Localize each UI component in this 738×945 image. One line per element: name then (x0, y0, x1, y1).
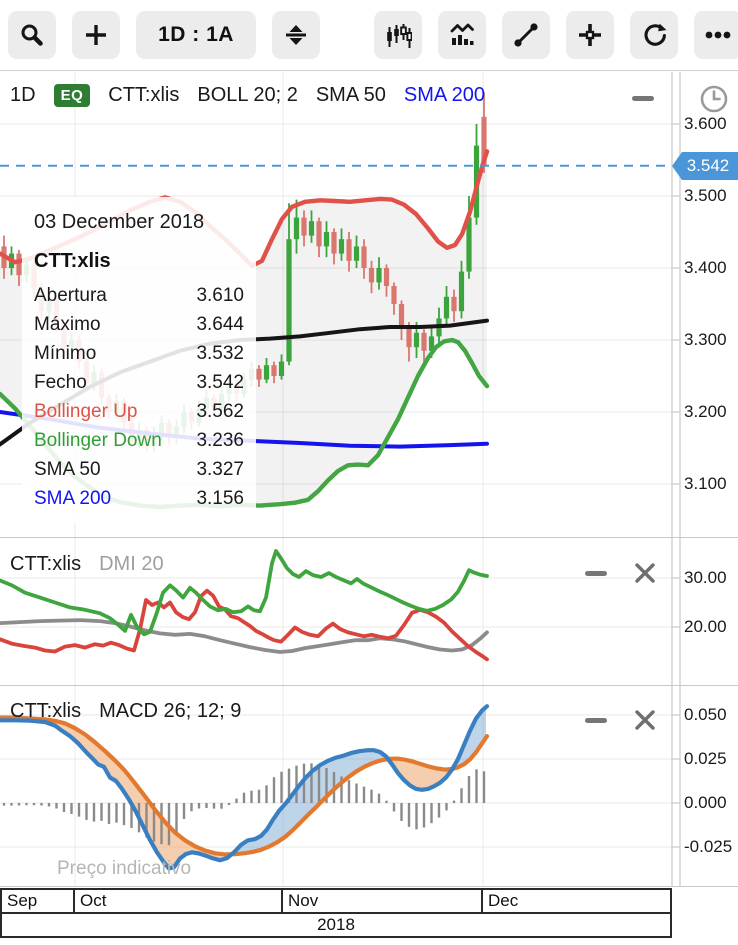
dmi-pane[interactable] (0, 537, 672, 685)
tooltip-row-label: Mínimo (34, 343, 97, 364)
x-axis-box: Sep Oct Nov Dec 2018 (0, 888, 672, 938)
ellipsis-icon (704, 21, 732, 49)
trendline-icon (513, 22, 539, 48)
search-icon (19, 22, 45, 48)
tooltip-row: SMA 50 3.327 (34, 455, 244, 484)
x-axis-months-row: Sep Oct Nov Dec (2, 890, 670, 914)
macd-axis-label: 0.025 (684, 749, 727, 768)
price-axis-label: 3.400 (684, 258, 727, 277)
month-label: Nov (283, 890, 483, 912)
tooltip-row: Bollinger Up 3.562 (34, 397, 244, 426)
tooltip-row-label: Bollinger Up (34, 401, 138, 422)
tooltip-row-label: Bollinger Down (34, 430, 162, 451)
timeframe-button[interactable]: 1D : 1A (136, 11, 256, 59)
dmi-axis-label: 20.00 (684, 617, 727, 636)
search-button[interactable] (8, 11, 56, 59)
add-symbol-button[interactable] (72, 11, 120, 59)
macd-axis-label: -0.025 (684, 837, 733, 856)
candlestick-icon (385, 22, 412, 49)
price-axis-label: 3.300 (684, 330, 727, 349)
refresh-icon (641, 22, 668, 49)
price-axis-label: 3.200 (684, 402, 727, 421)
pane-separator (0, 537, 738, 538)
more-options-button[interactable] (694, 11, 738, 59)
plus-icon (83, 22, 109, 48)
tooltip-row: Bollinger Down 3.236 (34, 426, 244, 455)
tooltip-rows: Abertura 3.610 Máximo 3.644 Mínimo 3.532 Fecho… (34, 281, 244, 513)
timeframe-label: 1D : 1A (158, 23, 234, 46)
price-axis-label: 3.500 (684, 186, 727, 205)
indicator-chart-icon (449, 22, 475, 48)
refresh-button[interactable] (630, 11, 678, 59)
tooltip-date: 03 December 2018 (34, 211, 205, 233)
macd-axis-label: 0.050 (684, 705, 727, 724)
chart-style-button[interactable] (374, 11, 422, 59)
macd-pane[interactable] (0, 686, 672, 886)
pane-separator (0, 886, 738, 887)
toolbar: 1D : 1A (0, 0, 738, 71)
tooltip-row-value: 3.532 (196, 343, 244, 364)
tooltip-row-label: SMA 200 (34, 488, 112, 509)
dmi-axis-label: 30.00 (684, 568, 727, 587)
tooltip-row: Mínimo 3.532 (34, 339, 244, 368)
tooltip-row-label: SMA 50 (34, 459, 101, 480)
tooltip-row-value: 3.327 (196, 459, 244, 480)
price-axis-label: 3.100 (684, 474, 727, 493)
collapse-dmi-pane-button[interactable] (585, 571, 607, 576)
month-label: Oct (75, 890, 283, 912)
price-axis-label: 3.600 (684, 114, 727, 133)
clock-icon (700, 85, 728, 113)
tooltip-row: Máximo 3.644 (34, 310, 244, 339)
tooltip-row-value: 3.644 (196, 314, 244, 335)
crosshair-icon (577, 22, 603, 48)
trendline-tool-button[interactable] (502, 11, 550, 59)
close-dmi-pane-button[interactable] (634, 562, 656, 584)
close-macd-pane-button[interactable] (634, 709, 656, 731)
tooltip-row: SMA 200 3.156 (34, 484, 244, 513)
tooltip-row-label: Abertura (34, 285, 107, 306)
tooltip-row: Abertura 3.610 (34, 281, 244, 310)
ohlc-tooltip: 03 December 2018 CTT:xlis Abertura 3.610 M… (22, 197, 256, 523)
x-axis-year: 2018 (317, 915, 355, 934)
tooltip-row-label: Máximo (34, 314, 101, 335)
month-label: Dec (488, 891, 519, 910)
tooltip-row-value: 3.542 (196, 372, 244, 393)
tooltip-row-label: Fecho (34, 372, 87, 393)
tooltip-row-value: 3.156 (196, 488, 244, 509)
macd-axis-label: 0.000 (684, 793, 727, 812)
indicators-button[interactable] (438, 11, 486, 59)
pane-resize-button[interactable] (272, 11, 320, 59)
tooltip-row-value: 3.562 (196, 401, 244, 422)
price-axis-rail (671, 72, 681, 886)
tooltip-row-value: 3.610 (196, 285, 244, 306)
crosshair-button[interactable] (566, 11, 614, 59)
split-arrows-icon (283, 22, 309, 48)
tooltip-symbol: CTT:xlis (34, 250, 111, 272)
last-price-tag: 3.542 (672, 152, 738, 180)
tooltip-row: Fecho 3.542 (34, 368, 244, 397)
collapse-macd-pane-button[interactable] (585, 718, 607, 723)
collapse-price-pane-button[interactable] (632, 96, 654, 101)
tooltip-row-value: 3.236 (196, 430, 244, 451)
pane-separator (0, 685, 738, 686)
indicative-price-watermark: Preço indicativo (57, 858, 192, 879)
month-label: Sep (2, 890, 75, 912)
